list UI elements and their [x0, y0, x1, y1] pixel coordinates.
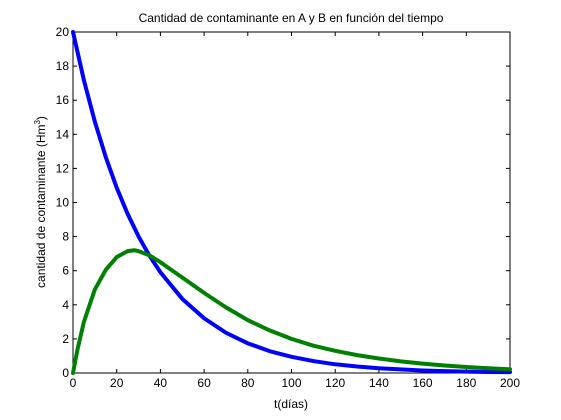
x-tick-label: 20 [110, 376, 124, 390]
y-tick-label: 20 [56, 25, 70, 39]
x-tick-label: 40 [154, 376, 168, 390]
y-tick-label: 18 [56, 59, 70, 73]
series-layer [71, 30, 512, 375]
y-tick-label: 14 [56, 127, 70, 141]
y-tick-label: 12 [56, 161, 70, 175]
x-tick-label: 80 [241, 376, 255, 390]
x-tick-label: 140 [369, 376, 389, 390]
series-a-line [71, 30, 512, 375]
x-tick-label: 180 [456, 376, 476, 390]
y-tick-label: 2 [62, 332, 69, 346]
x-tick-label: 120 [325, 376, 345, 390]
y-axis-label: cantidad de contaminante (Hm3) [33, 116, 48, 288]
series-b-line [71, 248, 512, 375]
y-tick-label: 6 [62, 264, 69, 278]
y-tick-label: 8 [62, 230, 69, 244]
y-tick-label: 10 [56, 196, 70, 210]
x-axis-label: t(días) [274, 397, 308, 411]
chart-title: Cantidad de contaminante en A y B en fun… [139, 11, 444, 25]
x-tick-label: 200 [500, 376, 520, 390]
axis-ticks: 0 20 40 60 80 100 120 140 160 180 200 0 2 4 6 8 10 12 14 16… [56, 25, 521, 390]
x-tick-label: 0 [70, 376, 77, 390]
x-tick-label: 60 [197, 376, 211, 390]
y-axis-label-main: cantidad de contaminante (Hm [34, 125, 48, 288]
plot-area [72, 31, 511, 374]
x-tick-label: 160 [413, 376, 433, 390]
x-tick-label: 100 [281, 376, 301, 390]
y-tick-label: 16 [56, 93, 70, 107]
y-tick-label: 4 [62, 298, 69, 312]
y-tick-label: 0 [62, 366, 69, 380]
y-axis-label-superscript: 3 [33, 120, 42, 125]
y-axis-label-close: ) [34, 116, 48, 120]
